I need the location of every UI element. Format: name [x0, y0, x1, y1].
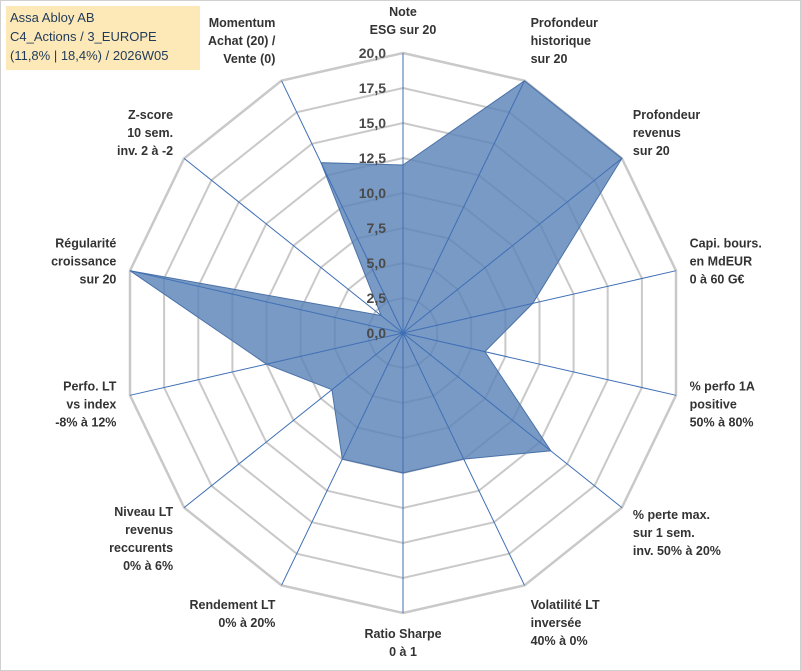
tick-label: 0,0 — [367, 325, 387, 341]
axis-label-line: inv. 50% à 20% — [633, 544, 721, 558]
axis-label: % perfo 1A positive 50% à 80% — [690, 379, 755, 429]
axis-label-line: Volatilité LT — [531, 598, 600, 612]
axis-labels: Note ESG sur 20 Profondeur historique sur 20… — [51, 5, 762, 659]
axis-spoke — [402, 332, 525, 586]
axis-spoke — [129, 332, 404, 396]
axis-label-line: 0% à 20% — [218, 616, 275, 630]
performance-period: (11,8% | 18,4%) / 2026W05 — [10, 48, 169, 63]
axis-spoke — [281, 80, 404, 334]
axis-spoke — [402, 270, 677, 334]
axis-label-line: % perfo 1A — [690, 379, 755, 393]
axis-label-line: Vente (0) — [223, 52, 275, 66]
axis-label-line: Perfo. LT — [63, 379, 117, 393]
axis-label-line: inversée — [531, 616, 582, 630]
company-name: Assa Abloy AB — [10, 10, 95, 25]
axis-label-line: Momentum — [209, 16, 276, 30]
axis-spoke — [402, 332, 623, 508]
axis-spoke — [129, 270, 404, 334]
axis-label-line: 0% à 6% — [123, 559, 173, 573]
axis-label: % perte max. sur 1 sem. inv. 50% à 20% — [633, 508, 721, 558]
axis-label-line: 0 à 60 G€ — [690, 273, 745, 287]
axis-label-line: Rendement LT — [190, 598, 276, 612]
axis-label-line: Note — [389, 5, 417, 19]
axis-label-line: reccurents — [109, 541, 173, 555]
axis-label-line: Régularité — [55, 237, 116, 251]
axis-label-line: en MdEUR — [690, 255, 753, 269]
axis-label-line: positive — [690, 397, 737, 411]
axis-label: Profondeur revenus sur 20 — [633, 108, 700, 158]
tick-label: 20,0 — [359, 45, 386, 61]
axis-label-line: 40% à 0% — [531, 634, 588, 648]
axis-spoke — [402, 80, 525, 334]
tick-label: 10,0 — [359, 185, 386, 201]
category-path: C4_Actions / 3_EUROPE — [10, 29, 157, 44]
tick-label: 17,5 — [359, 80, 386, 96]
axis-label-line: revenus — [125, 523, 173, 537]
axis-label-line: 0 à 1 — [389, 645, 417, 659]
axis-label-line: vs index — [66, 397, 116, 411]
radial-tick-labels: 0,0 2,5 5,0 7,5 10,0 12,5 15,0 17,5 20,0 — [359, 45, 386, 341]
axis-label: Rendement LT 0% à 20% — [190, 598, 276, 630]
tick-label: 15,0 — [359, 115, 386, 131]
axis-label: Niveau LT revenus reccurents 0% à 6% — [109, 505, 173, 573]
axis-label: Capi. bours. en MdEUR 0 à 60 G€ — [690, 237, 762, 287]
axis-label-line: Ratio Sharpe — [364, 627, 441, 641]
axis-spoke — [183, 158, 404, 334]
tick-label: 2,5 — [367, 290, 387, 306]
axis-label-line: ESG sur 20 — [370, 23, 437, 37]
radar-spokes — [129, 53, 677, 613]
axis-label: Régularité croissance sur 20 — [51, 237, 116, 287]
axis-label-line: sur 1 sem. — [633, 526, 695, 540]
info-box: Assa Abloy AB C4_Actions / 3_EUROPE (11,… — [6, 6, 200, 70]
axis-label-line: 10 sem. — [127, 126, 173, 140]
axis-label-line: Achat (20) / — [208, 34, 276, 48]
axis-label-line: croissance — [51, 255, 116, 269]
axis-label-line: historique — [531, 34, 591, 48]
axis-label-line: 50% à 80% — [690, 415, 754, 429]
axis-label-line: Z-score — [128, 108, 173, 122]
axis-label: Perfo. LT vs index -8% à 12% — [55, 379, 117, 429]
tick-label: 5,0 — [367, 255, 387, 271]
axis-spoke — [281, 332, 404, 586]
axis-spoke — [402, 332, 677, 396]
axis-label: Note ESG sur 20 — [370, 5, 437, 37]
axis-label: Momentum Achat (20) / Vente (0) — [208, 16, 276, 66]
axis-label-line: sur 20 — [633, 144, 670, 158]
axis-label-line: Profondeur — [531, 16, 598, 30]
axis-label-line: Niveau LT — [114, 505, 173, 519]
axis-label: Profondeur historique sur 20 — [531, 16, 598, 66]
axis-label-line: Capi. bours. — [690, 237, 762, 251]
axis-spoke — [402, 158, 623, 334]
axis-spoke — [183, 332, 404, 508]
axis-label-line: inv. 2 à -2 — [117, 144, 173, 158]
axis-label-line: sur 20 — [531, 52, 568, 66]
axis-label-line: % perte max. — [633, 508, 710, 522]
axis-label-line: revenus — [633, 126, 681, 140]
axis-label-line: sur 20 — [80, 273, 117, 287]
axis-label: Z-score 10 sem. inv. 2 à -2 — [117, 108, 173, 158]
tick-label: 12,5 — [359, 150, 386, 166]
tick-label: 7,5 — [367, 220, 387, 236]
axis-label-line: -8% à 12% — [55, 415, 116, 429]
axis-label: Volatilité LT inversée 40% à 0% — [531, 598, 600, 648]
axis-label: Ratio Sharpe 0 à 1 — [364, 627, 441, 659]
axis-label-line: Profondeur — [633, 108, 700, 122]
